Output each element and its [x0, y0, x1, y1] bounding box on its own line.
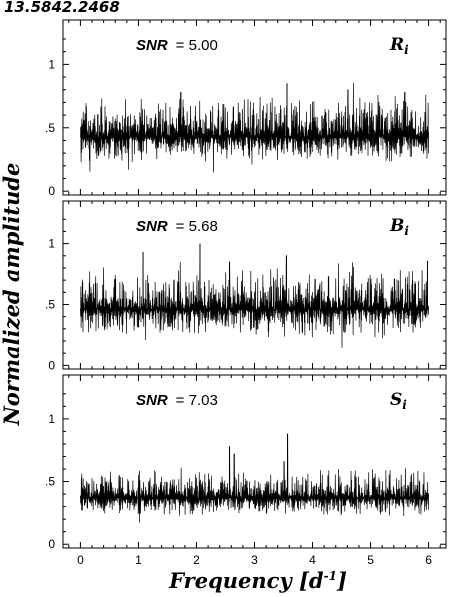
- y-tick-label: 0: [48, 358, 55, 372]
- panel-s: 0 .5 1 0 1 2 3 4 5 6 SNR = 7.03 Si: [45, 374, 447, 567]
- panel-r: 0 .5 1 SNR = 5.00 Ri: [45, 19, 447, 198]
- panel-frame: [62, 19, 447, 196]
- y-tick-label: .5: [45, 475, 55, 489]
- x-tick-label: 6: [425, 553, 432, 567]
- snr-value: = 5.68: [176, 218, 218, 235]
- x-tick-label: 4: [309, 553, 316, 567]
- band-letter: B: [389, 216, 404, 236]
- series-line: [80, 433, 429, 523]
- band-subscript: i: [404, 43, 409, 57]
- y-tick-label: 1: [48, 237, 55, 251]
- band-label: Ri: [389, 35, 409, 57]
- band-subscript: i: [404, 224, 409, 238]
- x-tick-label: 2: [193, 553, 200, 567]
- panel-frame: [62, 200, 447, 370]
- x-tick-label: 0: [77, 553, 84, 567]
- x-axis-label-exponent: -1: [324, 569, 337, 583]
- figure-title: 13.5842.2468: [4, 0, 120, 16]
- panels: 0 .5 1 SNR = 5.00 Ri 0 .5 1 SNR = 5.68 Bi 0 .5 1 0 1 2 3 4 5…: [45, 19, 447, 567]
- band-label: Si: [390, 390, 407, 412]
- snr-annotation: SNR = 5.00: [136, 37, 218, 54]
- y-tick-label: 1: [48, 412, 55, 426]
- x-tick-label: 5: [367, 553, 374, 567]
- series-line: [80, 82, 429, 173]
- band-label: Bi: [389, 216, 409, 238]
- snr-value: = 5.00: [176, 37, 218, 54]
- panel-b: 0 .5 1 SNR = 5.68 Bi: [45, 200, 447, 372]
- band-letter: R: [389, 35, 404, 55]
- snr-key: SNR: [136, 218, 168, 235]
- y-tick-label: .5: [45, 121, 55, 135]
- snr-key: SNR: [136, 37, 168, 54]
- x-axis-label-close: ]: [336, 568, 347, 593]
- x-axis-label-text: Frequency [d: [168, 568, 324, 593]
- y-axis-label: Normalized amplitude: [0, 163, 24, 427]
- band-letter: S: [390, 390, 402, 410]
- snr-key: SNR: [136, 392, 168, 409]
- series-line: [80, 243, 429, 348]
- band-subscript: i: [402, 398, 407, 412]
- x-axis-label: Frequency [d-1]: [168, 568, 347, 593]
- y-tick-label: 0: [48, 184, 55, 198]
- y-tick-label: .5: [45, 297, 55, 311]
- x-tick-label: 1: [135, 553, 142, 567]
- snr-value: = 7.03: [176, 392, 218, 409]
- y-tick-label: 1: [48, 57, 55, 71]
- y-tick-label: 0: [48, 537, 55, 551]
- x-tick-label: 3: [251, 553, 258, 567]
- snr-annotation: SNR = 5.68: [136, 218, 218, 235]
- snr-annotation: SNR = 7.03: [136, 392, 218, 409]
- panel-frame: [62, 374, 447, 549]
